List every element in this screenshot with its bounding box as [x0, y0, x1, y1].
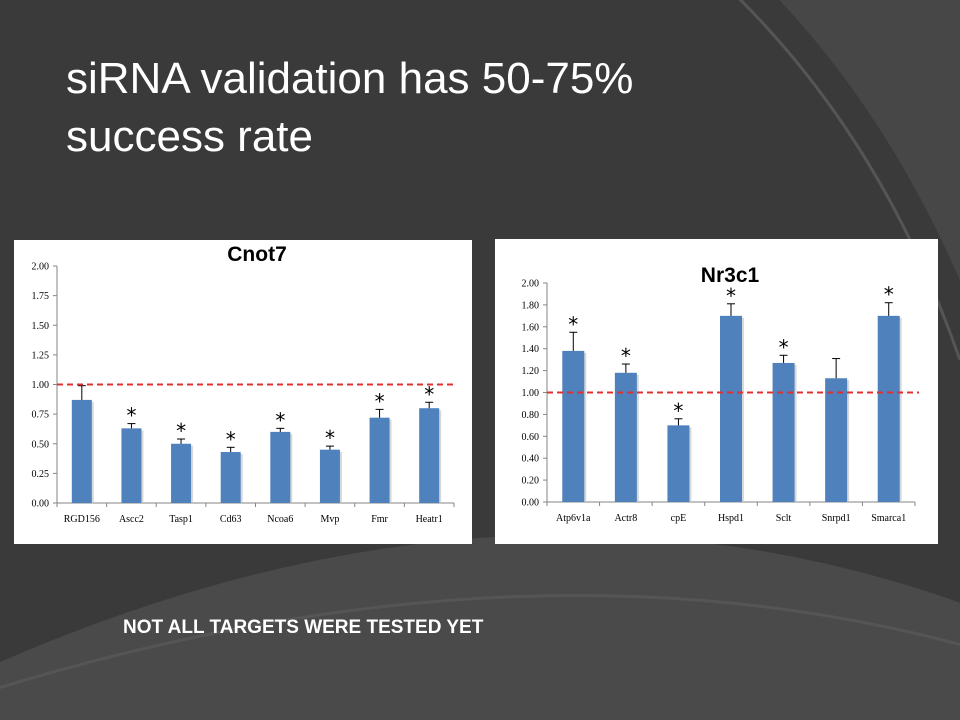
significance-marker: *: [424, 382, 434, 406]
bar-tasp1: [171, 443, 192, 503]
x-tick-label: Fmr: [371, 514, 388, 525]
bar-cd63: [220, 452, 241, 503]
significance-marker: *: [325, 426, 335, 450]
x-tick-label: Snrpd1: [822, 513, 851, 524]
bar-hspd1: [720, 315, 742, 502]
y-tick-label: 1.20: [522, 366, 540, 377]
bar-atp6v1a: [562, 350, 585, 502]
slide-title-line-1: siRNA validation has 50-75%: [66, 54, 634, 103]
x-tick-label: Heatr1: [416, 514, 443, 525]
chart-panel-nr3c1: Nr3c1 0.00 0.20 0.40 0.60 0.80 1.00 1.20 1.40 1.6…: [495, 239, 938, 544]
significance-marker: *: [884, 283, 894, 307]
significance-marker: *: [176, 419, 186, 443]
bar-heatr1: [419, 408, 440, 503]
x-tick-label: Smarca1: [871, 513, 906, 524]
significance-marker: *: [126, 404, 136, 428]
bar-sclt: [772, 362, 795, 502]
bar-smarca1: [877, 315, 900, 502]
x-tick-label: Tasp1: [169, 514, 193, 525]
significance-marker: *: [226, 427, 236, 451]
y-tick-label: 1.00: [32, 380, 50, 391]
bar-mvp: [319, 449, 340, 503]
significance-marker: *: [568, 312, 578, 336]
x-tick-label: Hspd1: [718, 513, 744, 524]
y-tick-label: 1.80: [522, 300, 540, 311]
y-tick-label: 0.00: [522, 498, 540, 509]
slide-title: siRNA validation has 50-75% success rate: [66, 50, 826, 166]
y-tick-label: 1.25: [32, 350, 50, 361]
chart-panel-cnot7: Cnot7 0.00 0.25 0.50 0.75 1.00 1.25 1.50 1.75 2.0…: [14, 240, 472, 544]
x-tick-label: Cd63: [220, 514, 242, 525]
y-tick-label: 1.40: [522, 344, 540, 355]
significance-marker: *: [275, 408, 285, 432]
y-tick-label: 2.00: [522, 279, 540, 290]
x-tick-label: Ncoa6: [267, 514, 293, 525]
y-tick-label: 0.75: [32, 410, 50, 421]
x-tick-label: RGD156: [64, 514, 100, 525]
x-tick-label: Actr8: [614, 513, 637, 524]
slide-title-line-2: success rate: [66, 112, 313, 161]
y-tick-label: 2.00: [32, 262, 50, 273]
y-tick-label: 0.60: [522, 432, 540, 443]
y-tick-label: 1.75: [32, 291, 50, 302]
bar-ncoa6: [270, 431, 291, 503]
y-tick-label: 1.50: [32, 321, 50, 332]
y-tick-label: 0.40: [522, 454, 540, 465]
significance-marker: *: [726, 284, 736, 308]
chart-title: Cnot7: [227, 243, 287, 266]
bar-fmr: [369, 417, 390, 503]
bar-actr8: [614, 372, 637, 502]
x-tick-label: Ascc2: [119, 514, 144, 525]
y-tick-label: 0.00: [32, 499, 50, 510]
y-tick-label: 0.50: [32, 439, 50, 450]
chart-nr3c1: Nr3c1 0.00 0.20 0.40 0.60 0.80 1.00 1.20 1.40 1.6…: [522, 264, 919, 524]
x-tick-label: Mvp: [320, 514, 339, 525]
y-tick-label: 1.00: [522, 388, 540, 399]
x-tick-label: Atp6v1a: [556, 513, 591, 524]
x-tick-label: Sclt: [776, 513, 792, 524]
chart-cnot7: Cnot7 0.00 0.25 0.50 0.75 1.00 1.25 1.50 1.75 2.0…: [32, 243, 457, 525]
bar-rgd156: [71, 399, 92, 503]
footnote: NOT ALL TARGETS WERE TESTED YET: [123, 617, 484, 638]
significance-marker: *: [673, 399, 683, 423]
y-tick-label: 1.60: [522, 322, 540, 333]
x-tick-label: cpE: [671, 513, 687, 524]
significance-marker: *: [375, 389, 385, 413]
y-tick-label: 0.80: [522, 410, 540, 421]
y-tick-label: 0.20: [522, 476, 540, 487]
bar-cpe: [667, 425, 690, 502]
y-tick-label: 0.25: [32, 469, 50, 480]
bar-ascc2: [121, 428, 142, 503]
significance-marker: *: [779, 335, 789, 359]
significance-marker: *: [621, 344, 631, 368]
chart-title: Nr3c1: [701, 264, 760, 287]
bar-snrpd1: [825, 378, 848, 502]
